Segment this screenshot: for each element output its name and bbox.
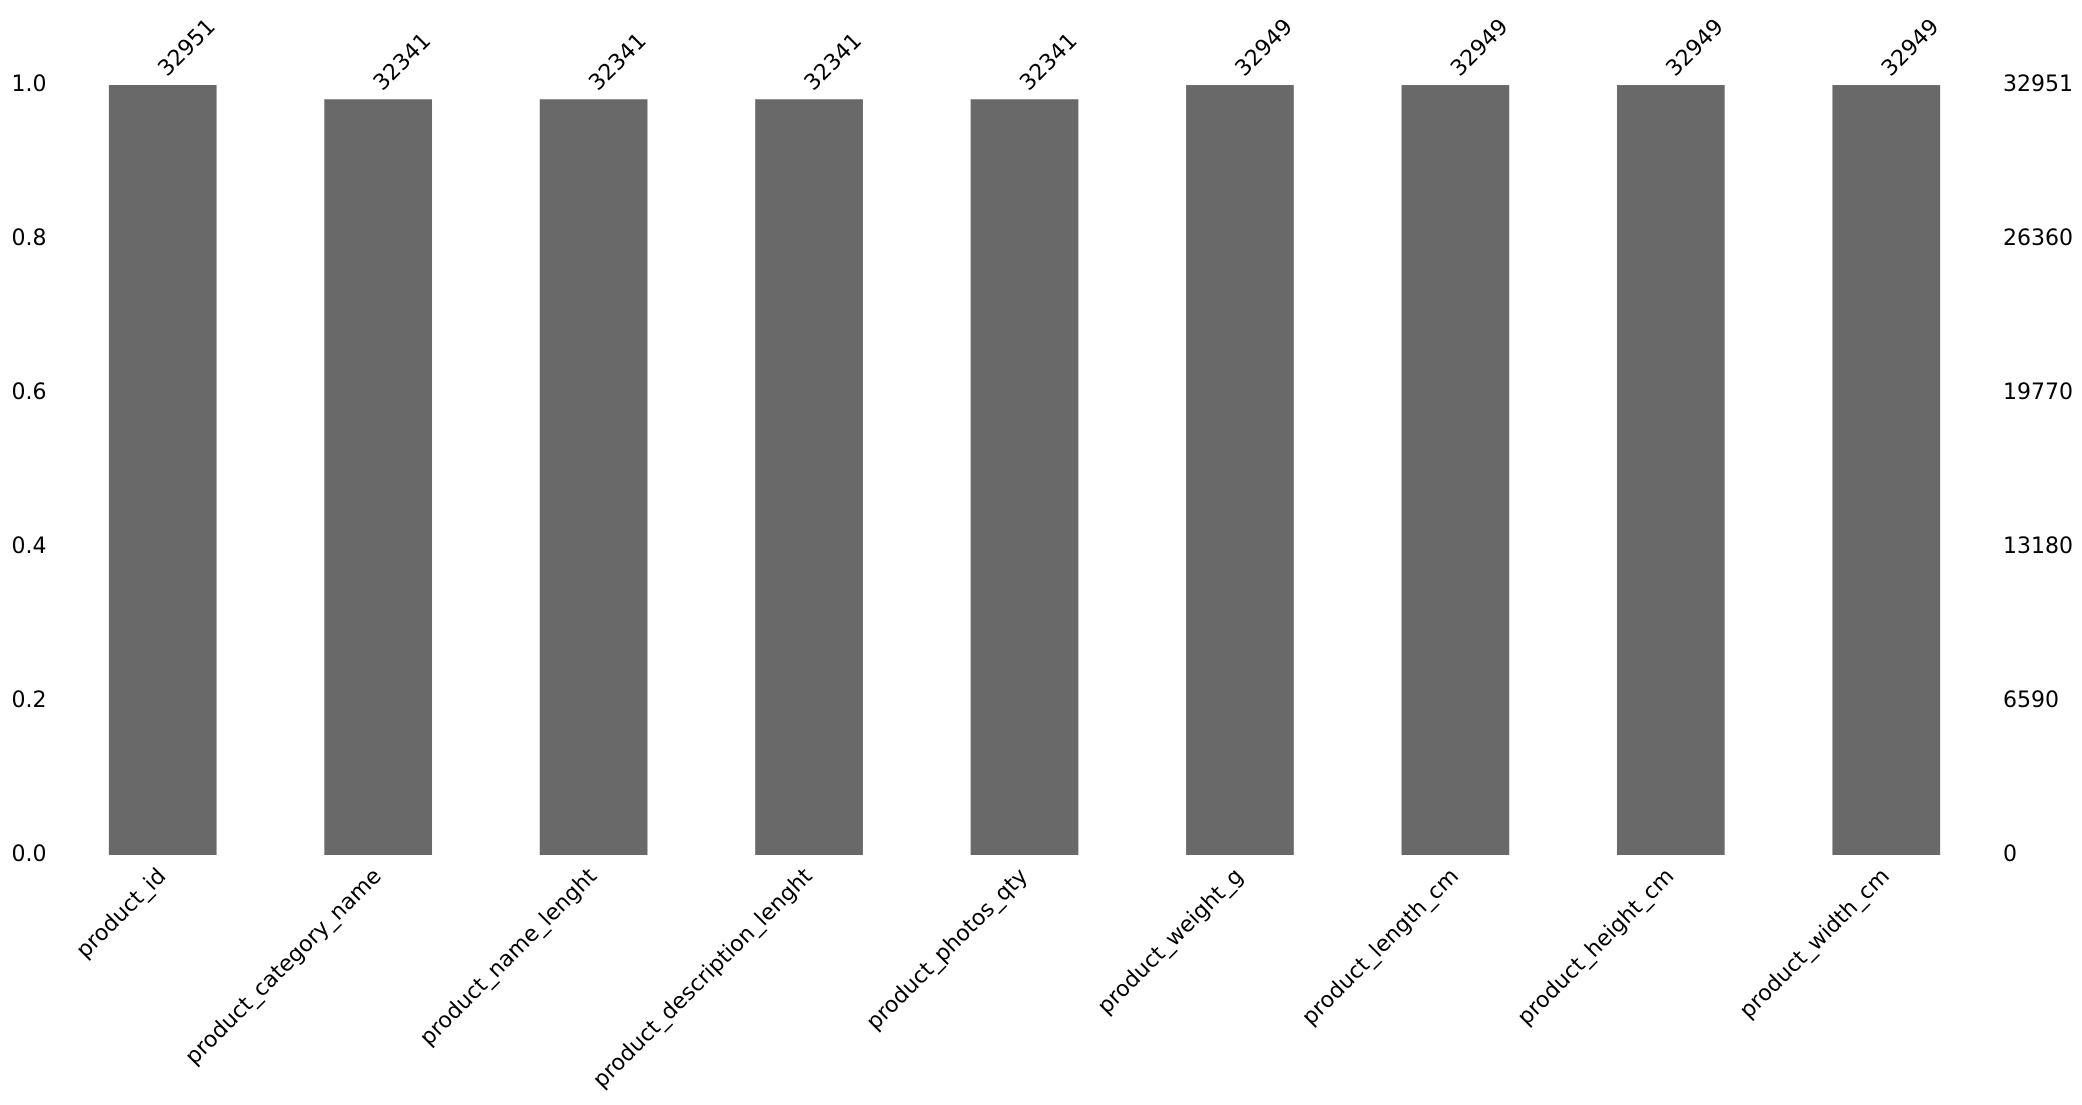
x-tick-label: product_name_lenght (415, 864, 602, 1051)
x-tick-label: product_id (72, 864, 171, 963)
y2-tick-label: 0 (2003, 842, 2017, 867)
value-label: 32341 (584, 29, 651, 96)
bar (324, 99, 433, 855)
y-tick-label: 0.4 (12, 534, 47, 559)
y2-tick-label: 19770 (2003, 380, 2073, 405)
value-label: 32949 (1877, 14, 1944, 81)
x-tick-label: product_length_cm (1298, 864, 1464, 1030)
y2-tick-label: 6590 (2003, 688, 2059, 713)
bar (1186, 85, 1294, 855)
y2-tick-label: 26360 (2003, 226, 2073, 251)
value-label: 32951 (154, 14, 221, 81)
value-label: 32341 (800, 29, 867, 96)
x-tick-label: product_weight_g (1093, 864, 1248, 1019)
value-label: 32949 (1662, 14, 1729, 81)
value-label: 32949 (1446, 14, 1513, 81)
bar (970, 99, 1079, 855)
y-tick-label: 0.0 (12, 842, 47, 867)
bar (1832, 85, 1941, 855)
value-label: 32949 (1231, 14, 1298, 81)
x-tick-label: product_width_cm (1735, 864, 1895, 1024)
bar (1401, 85, 1510, 855)
x-tick-label: product_photos_qty (862, 864, 1033, 1035)
y-tick-label: 0.2 (12, 688, 47, 713)
x-tick-label: product_description_lenght (588, 864, 817, 1093)
x-tick-label: product_height_cm (1513, 864, 1679, 1030)
y-tick-label: 0.8 (12, 226, 47, 251)
value-label: 32341 (1015, 29, 1082, 96)
bar (539, 99, 648, 855)
y2-tick-label: 32951 (2003, 72, 2073, 97)
bar (1616, 85, 1725, 855)
bar (755, 99, 863, 855)
y2-tick-label: 13180 (2003, 534, 2073, 559)
y-tick-label: 0.6 (12, 380, 47, 405)
x-tick-label: product_category_name (181, 864, 387, 1070)
bar (108, 85, 217, 855)
y-tick-label: 1.0 (12, 72, 47, 97)
value-label: 32341 (369, 29, 436, 96)
